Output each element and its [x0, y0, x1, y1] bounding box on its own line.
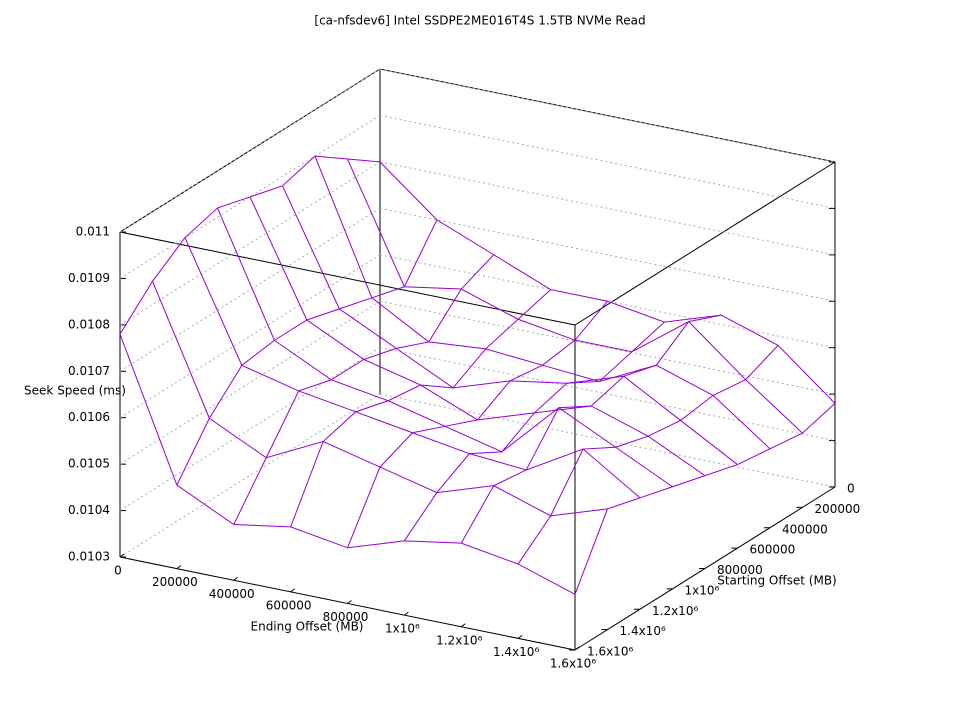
z-tick-label: 0.011 — [76, 225, 110, 239]
y-tick-label: 1x10⁶ — [685, 583, 720, 597]
x-tick — [290, 588, 295, 593]
surface-column — [290, 289, 551, 528]
x-tick — [233, 576, 239, 581]
x-tick — [460, 623, 466, 628]
surface-column — [517, 345, 779, 565]
grid-line — [379, 161, 836, 256]
grid-line — [119, 115, 381, 279]
surface-column — [176, 219, 438, 486]
x-tick — [347, 600, 352, 604]
z-tick-label: 0.0106 — [68, 410, 110, 424]
z-tick-label: 0.0105 — [68, 457, 110, 471]
grid-line — [379, 300, 836, 395]
y-tick-label: 0 — [847, 482, 855, 496]
y-axis-title: Starting Offset (MB) — [717, 574, 837, 588]
grid-line — [119, 68, 381, 233]
grid-line — [379, 114, 836, 209]
surface-column — [460, 314, 722, 544]
x-tick — [119, 553, 125, 558]
grid-line — [119, 300, 381, 465]
z-tick-label: 0.0108 — [68, 317, 110, 331]
grid-line — [379, 393, 836, 488]
x-tick-label: 1.4x10⁶ — [493, 645, 539, 659]
x-tick-label: 600000 — [266, 598, 312, 612]
z-tick-label: 0.0103 — [68, 550, 110, 564]
surface-column — [403, 321, 665, 542]
grid-line — [119, 347, 381, 511]
z-tick-label: 0.0104 — [68, 503, 110, 517]
grid-line — [379, 207, 836, 302]
x-tick-label: 200000 — [152, 575, 198, 589]
x-tick — [404, 611, 409, 616]
box-edge — [574, 161, 836, 326]
y-tick-label: 1.6x10⁶ — [587, 645, 633, 659]
y-tick-label: 1.2x10⁶ — [652, 604, 698, 618]
box-edge — [379, 68, 836, 163]
surface-row — [184, 237, 641, 499]
surface-column — [119, 155, 381, 335]
z-axis-title: Seek Speed (ms) — [24, 384, 126, 398]
y-tick-label: 1.4x10⁶ — [620, 624, 666, 638]
grid-line — [379, 347, 836, 442]
surface-column — [347, 300, 608, 548]
surface-column — [233, 254, 495, 525]
chart-title: [ca-nfsdev6] Intel SSDPE2ME016T4S 1.5TB … — [314, 14, 645, 28]
surface-row — [249, 196, 706, 477]
x-tick-label: 400000 — [209, 587, 255, 601]
x-tick-label: 0 — [114, 564, 122, 578]
y-tick-label: 600000 — [750, 543, 796, 557]
z-tick-label: 0.0109 — [68, 271, 110, 285]
y-tick-label: 200000 — [815, 502, 861, 516]
x-tick-label: 1x10⁶ — [385, 622, 420, 636]
x-tick-label: 800000 — [323, 610, 369, 624]
x-axis-title: Ending Offset (MB) — [251, 620, 364, 634]
y-tick-label: 400000 — [782, 522, 828, 536]
surface-column — [574, 403, 836, 595]
x-tick — [517, 634, 523, 639]
x-tick — [176, 565, 182, 570]
grid-line — [119, 254, 381, 419]
surface-row — [379, 161, 836, 404]
grid-line — [119, 161, 381, 326]
z-tick-label: 0.0107 — [68, 364, 110, 378]
x-tick — [574, 646, 580, 651]
x-tick-label: 1.2x10⁶ — [436, 633, 482, 647]
grid-line — [119, 207, 381, 372]
grid-line — [119, 393, 381, 558]
surface-row — [282, 185, 738, 465]
x-tick-label: 1.6x10⁶ — [550, 657, 596, 671]
y-tick-label: 800000 — [717, 563, 763, 577]
